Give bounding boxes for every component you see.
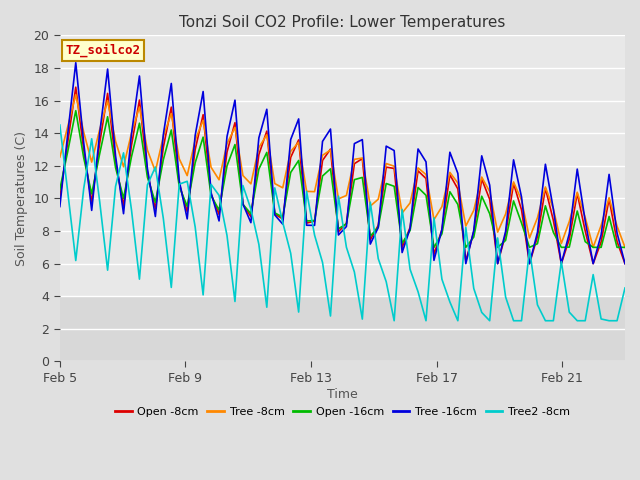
Open -8cm xyxy=(382,164,390,170)
Tree -16cm xyxy=(422,159,430,165)
X-axis label: Time: Time xyxy=(327,388,358,401)
Open -16cm xyxy=(430,244,438,250)
Tree2 -8cm xyxy=(446,299,454,305)
Line: Tree2 -8cm: Tree2 -8cm xyxy=(60,125,625,321)
Open -16cm xyxy=(454,202,461,207)
Tree -16cm xyxy=(382,143,390,149)
Tree2 -8cm xyxy=(136,276,143,282)
Tree -8cm xyxy=(589,244,597,250)
Open -8cm xyxy=(494,261,502,266)
Open -16cm xyxy=(621,244,629,250)
Tree -16cm xyxy=(446,149,454,155)
Tree -8cm xyxy=(56,154,64,160)
Tree2 -8cm xyxy=(374,256,382,262)
Tree -8cm xyxy=(621,244,629,250)
Tree2 -8cm xyxy=(422,318,430,324)
Legend: Open -8cm, Tree -8cm, Open -16cm, Tree -16cm, Tree2 -8cm: Open -8cm, Tree -8cm, Open -16cm, Tree -… xyxy=(111,403,574,422)
Tree -16cm xyxy=(72,60,79,66)
Bar xyxy=(60,296,625,361)
Open -16cm xyxy=(143,174,151,180)
Open -8cm xyxy=(143,170,151,176)
Y-axis label: Soil Temperatures (C): Soil Temperatures (C) xyxy=(15,131,28,266)
Open -8cm xyxy=(446,172,454,178)
Line: Tree -16cm: Tree -16cm xyxy=(60,63,625,264)
Line: Open -8cm: Open -8cm xyxy=(60,87,625,264)
Tree2 -8cm xyxy=(191,224,199,230)
Title: Tonzi Soil CO2 Profile: Lower Temperatures: Tonzi Soil CO2 Profile: Lower Temperatur… xyxy=(179,15,506,30)
Tree2 -8cm xyxy=(247,206,255,212)
Tree -16cm xyxy=(621,261,629,266)
Open -8cm xyxy=(422,176,430,181)
Tree2 -8cm xyxy=(56,122,64,128)
Open -16cm xyxy=(382,180,390,186)
Tree2 -8cm xyxy=(390,318,398,324)
Text: TZ_soilco2: TZ_soilco2 xyxy=(65,44,141,57)
Tree -16cm xyxy=(56,204,64,209)
Open -16cm xyxy=(589,244,597,250)
Open -8cm xyxy=(589,261,597,266)
Line: Tree -8cm: Tree -8cm xyxy=(60,95,625,247)
Tree -8cm xyxy=(581,215,589,220)
Open -16cm xyxy=(422,192,430,198)
Tree -16cm xyxy=(255,135,262,141)
Tree -8cm xyxy=(422,172,430,178)
Tree -16cm xyxy=(462,261,470,266)
Open -16cm xyxy=(56,186,64,192)
Tree -16cm xyxy=(589,261,597,266)
Open -8cm xyxy=(72,84,79,90)
Open -8cm xyxy=(621,261,629,266)
Open -16cm xyxy=(72,108,79,114)
Open -8cm xyxy=(56,195,64,201)
Tree -8cm xyxy=(72,92,79,98)
Tree -8cm xyxy=(255,144,262,150)
Line: Open -16cm: Open -16cm xyxy=(60,111,625,247)
Open -16cm xyxy=(255,166,262,172)
Tree -8cm xyxy=(143,147,151,153)
Tree2 -8cm xyxy=(621,285,629,291)
Tree -8cm xyxy=(446,169,454,175)
Tree -8cm xyxy=(382,161,390,167)
Tree -16cm xyxy=(143,166,151,171)
Open -8cm xyxy=(255,152,262,157)
